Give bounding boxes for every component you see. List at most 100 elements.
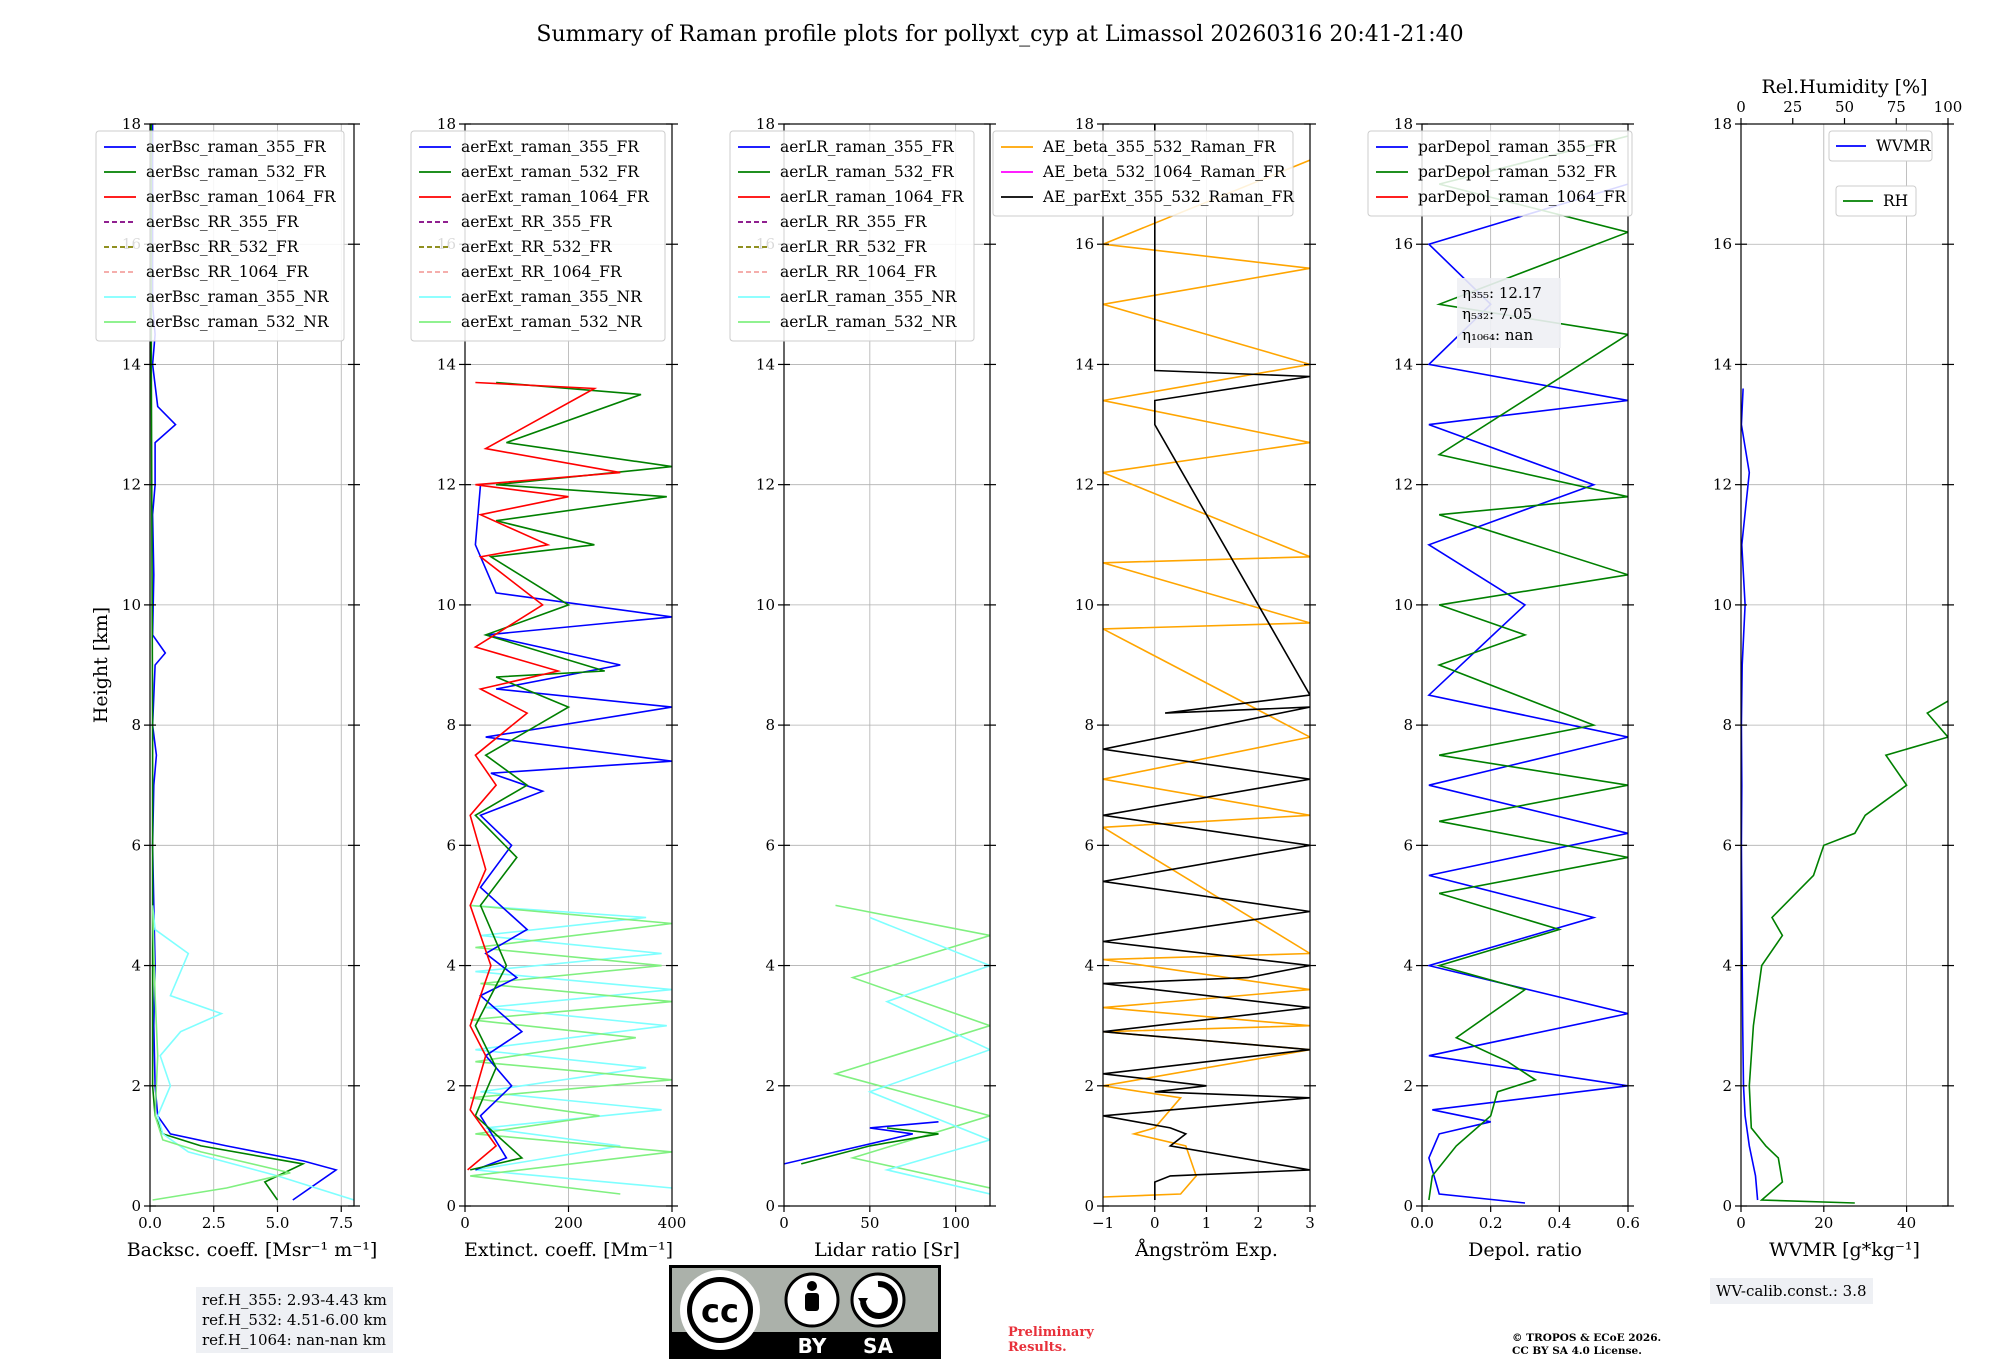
- legend-label: aerLR_raman_355_FR: [780, 138, 955, 156]
- y-tick-label: 14: [1713, 355, 1732, 373]
- legend-label: aerExt_raman_532_NR: [461, 313, 643, 331]
- y-tick-label: 2: [1403, 1077, 1413, 1095]
- x-axis-label: Ångström Exp.: [1134, 1239, 1278, 1261]
- panel-lr: 024681012141618050100Lidar ratio [Sr]aer…: [729, 115, 996, 1261]
- x-tick-label: 200: [554, 1214, 583, 1232]
- legend-frame: [95, 130, 345, 342]
- series-line-parDepol_raman_355_FR: [1425, 183, 1628, 1204]
- y-tick-label: 4: [1084, 957, 1094, 975]
- legend-label: WVMR: [1876, 137, 1932, 155]
- legend-wv: WVMR RH: [1828, 130, 1933, 217]
- copyright-line-2: CC BY SA 4.0 License.: [1512, 1345, 1642, 1357]
- y-tick-label: 12: [437, 476, 456, 494]
- legend-label: aerLR_RR_355_FR: [780, 213, 928, 231]
- series-line-aerExt_raman_355_NR: [470, 904, 672, 1189]
- series-line-aerExt_raman_532_NR: [470, 904, 672, 1195]
- legend-label: aerExt_RR_355_FR: [461, 213, 613, 231]
- y-tick-label: 0: [1403, 1197, 1413, 1215]
- y-tick-label: 4: [765, 957, 775, 975]
- legend-label: aerExt_raman_532_FR: [461, 163, 640, 181]
- y-axis-label: Height [km]: [90, 607, 112, 723]
- y-tick-label: 0: [446, 1197, 456, 1215]
- y-tick-label: 18: [122, 115, 141, 133]
- x-tick-label: 5.0: [266, 1214, 290, 1232]
- refh-355: ref.H_355: 2.93-4.43 km: [202, 1291, 387, 1309]
- axes-frame: [1740, 123, 1949, 1207]
- legend-label: aerExt_raman_355_FR: [461, 138, 640, 156]
- y-tick-label: 2: [1084, 1077, 1094, 1095]
- x-tick-label: 3: [1305, 1214, 1315, 1232]
- x-tick-label: 400: [658, 1214, 687, 1232]
- y-tick-label: 4: [446, 957, 456, 975]
- top-x-tick-label: 75: [1887, 98, 1906, 116]
- legend-label: aerExt_raman_1064_FR: [461, 188, 650, 206]
- legend-frame: [410, 130, 666, 342]
- x-tick-label: 20: [1814, 1214, 1833, 1232]
- legend-label: aerExt_raman_355_NR: [461, 288, 643, 306]
- legend-bsc: aerBsc_raman_355_FR aerBsc_raman_532_FRae…: [95, 130, 345, 342]
- legend-label: aerLR_raman_1064_FR: [780, 188, 965, 206]
- series-line-aerExt_raman_532_FR: [470, 381, 672, 1171]
- preliminary-note: Preliminary Results.: [1008, 1325, 1094, 1355]
- legend-label: AE_parExt_355_532_Raman_FR: [1042, 188, 1295, 206]
- y-tick-label: 0: [1722, 1197, 1732, 1215]
- legend-label: aerLR_RR_1064_FR: [780, 263, 938, 281]
- y-tick-label: 8: [765, 716, 775, 734]
- annotation-line: η₁₀₆₄: nan: [1462, 326, 1533, 344]
- legend-label: aerLR_raman_532_NR: [780, 313, 958, 331]
- legend-ae: AE_beta_355_532_Raman_FR AE_beta_532_1064…: [992, 130, 1295, 217]
- y-tick-label: 12: [1713, 476, 1732, 494]
- legend-label: aerBsc_raman_532_FR: [146, 163, 327, 181]
- axes-frame: [1421, 123, 1629, 1207]
- y-tick-label: 6: [1084, 836, 1094, 854]
- top-x-tick-label: 0: [1736, 98, 1746, 116]
- y-tick-label: 16: [1394, 235, 1413, 253]
- legend-label: aerBsc_raman_355_NR: [146, 288, 330, 306]
- y-tick-label: 4: [1403, 957, 1413, 975]
- y-tick-label: 10: [1394, 596, 1413, 614]
- legend-label: aerBsc_RR_355_FR: [146, 213, 300, 231]
- annotation-box: [1457, 278, 1561, 348]
- x-axis-label: Extinct. coeff. [Mm⁻¹]: [464, 1239, 673, 1261]
- series-line-aerLR_raman_532_FR: [800, 1127, 939, 1165]
- panel-ext: 0246810121416180200400Extinct. coeff. [M…: [410, 115, 687, 1261]
- wv-calib-box: WV-calib.const.: 3.8: [1710, 1278, 1873, 1304]
- y-tick-label: 12: [1394, 476, 1413, 494]
- y-tick-label: 10: [122, 596, 141, 614]
- x-tick-label: 0: [460, 1214, 470, 1232]
- legend-label: aerBsc_RR_532_FR: [146, 238, 300, 256]
- cc-logo-text: cc: [701, 1292, 739, 1330]
- y-tick-label: 6: [446, 836, 456, 854]
- series-line-aerBsc_raman_355_NR: [151, 905, 354, 1201]
- y-tick-label: 18: [437, 115, 456, 133]
- legend-label: aerBsc_raman_1064_FR: [146, 188, 337, 206]
- legend-frame: [992, 130, 1294, 217]
- x-axis-label: Backsc. coeff. [Msr⁻¹ m⁻¹]: [127, 1239, 378, 1261]
- panel-dep: 0 2 4 6 8 10 12 14 16 18 0.0 0.2 0.4 0.6 Depol. ratio p…: [1367, 115, 1640, 1261]
- legend-label: AE_beta_532_1064_Raman_FR: [1042, 163, 1287, 181]
- legend-label: aerLR_raman_532_FR: [780, 163, 955, 181]
- y-tick-label: 14: [1394, 355, 1413, 373]
- legend-label: parDepol_raman_1064_FR: [1418, 188, 1627, 206]
- y-tick-label: 14: [756, 355, 775, 373]
- x-tick-label: 0.0: [138, 1214, 162, 1232]
- refh-532: ref.H_532: 4.51-6.00 km: [202, 1311, 387, 1329]
- series-line-RH: [1748, 700, 1948, 1204]
- series-line-AE_beta_355_532_Raman_FR: [1103, 159, 1310, 1198]
- x-tick-label: −1: [1092, 1214, 1114, 1232]
- series-line-aerBsc_raman_532_NR: [151, 905, 291, 1201]
- y-tick-label: 4: [1722, 957, 1732, 975]
- legend-label: aerBsc_raman_355_FR: [146, 138, 327, 156]
- legend-frame-wvmr: [1828, 130, 1933, 162]
- legend-label: parDepol_raman_532_FR: [1418, 163, 1618, 181]
- y-tick-label: 6: [1403, 836, 1413, 854]
- y-tick-label: 4: [131, 957, 141, 975]
- x-tick-label: 50: [860, 1214, 879, 1232]
- series-line-parDepol_raman_532_FR: [1428, 135, 1628, 1201]
- axes-frame: [149, 123, 355, 1207]
- top-x-tick-label: 25: [1783, 98, 1802, 116]
- refh-1064: ref.H_1064: nan-nan km: [202, 1331, 387, 1349]
- y-tick-label: 8: [1403, 716, 1413, 734]
